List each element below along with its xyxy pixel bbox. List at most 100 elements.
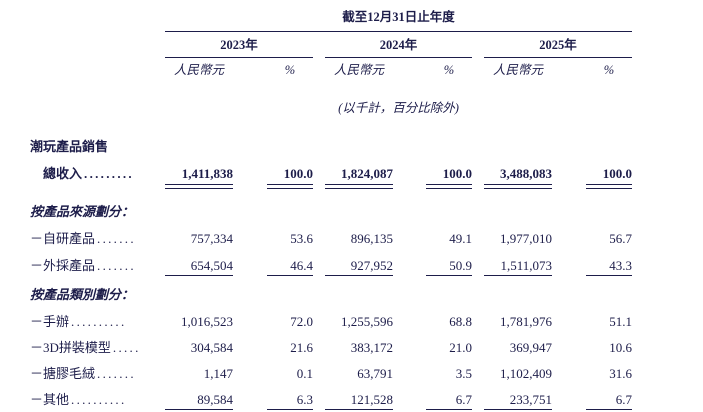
- value-cell: 21.0: [449, 340, 472, 355]
- value-cell: 233,751: [472, 392, 552, 410]
- row-by-source-header: 按產品來源劃分：: [30, 204, 632, 220]
- row-label-text: 總收入: [43, 166, 83, 181]
- row-label: 按產品來源劃分：: [30, 204, 135, 219]
- dot-leader: .....: [112, 340, 141, 355]
- value-cell: 31.6: [609, 366, 632, 381]
- year-label-2024: 2024年: [379, 38, 418, 52]
- row-externally-sourced: －外採產品....... 654,504 46.4 927,952 50.9 1…: [30, 258, 632, 276]
- double-rule: [426, 184, 472, 189]
- unit-note: (以千計，百分比除外): [338, 101, 459, 115]
- value-cell: 6.7: [393, 392, 472, 410]
- single-rule: [325, 409, 393, 410]
- value-cell: 896,135: [350, 231, 393, 246]
- value-cell: 304,584: [190, 340, 233, 355]
- double-rule: [267, 184, 313, 189]
- value-cell: 1,102,409: [500, 366, 552, 381]
- percent-subheader-2023: %: [284, 63, 296, 77]
- value-cell: 1,977,010: [500, 231, 552, 246]
- value-cell: 100.0: [393, 166, 472, 189]
- value-cell: 50.9: [393, 258, 472, 276]
- value-cell: 3,488,083: [472, 166, 552, 189]
- value-cell: 51.1: [609, 314, 632, 329]
- dot-leader: ..........: [71, 314, 127, 329]
- year-label-2025: 2025年: [539, 38, 577, 52]
- row-label-text: －搪膠毛絨: [30, 366, 96, 381]
- value-cell: 1,511,073: [472, 258, 552, 276]
- single-rule: [267, 275, 313, 276]
- single-rule: [426, 409, 472, 410]
- row-label-text: －外採產品: [30, 258, 96, 273]
- value-cell: 43.3: [552, 258, 632, 276]
- header-top-rule: [165, 31, 632, 32]
- single-rule: [165, 409, 233, 410]
- single-rule: [484, 275, 552, 276]
- row-figurines: －手辦.......... 1,016,523 72.0 1,255,596 6…: [30, 314, 632, 330]
- row-label-text: －其他: [30, 392, 70, 407]
- value-cell: 1,016,523: [181, 314, 233, 329]
- row-label: －搪膠毛絨.......: [30, 366, 165, 382]
- value-cell: 46.4: [233, 258, 313, 276]
- value-cell: 21.6: [290, 340, 313, 355]
- value-cell: 1,147: [203, 366, 233, 381]
- double-rule: [325, 184, 393, 189]
- double-rule: [484, 184, 552, 189]
- single-rule: [586, 409, 632, 410]
- value-cell: 56.7: [609, 231, 632, 246]
- value-cell: 927,952: [313, 258, 393, 276]
- value-cell: 654,504: [165, 258, 233, 276]
- double-rule: [165, 184, 233, 189]
- year-rule-2024: [325, 57, 472, 58]
- value-cell: 383,172: [350, 340, 393, 355]
- year-label-2023: 2023年: [220, 38, 258, 52]
- value-cell: 100.0: [552, 166, 632, 189]
- dot-leader: .......: [97, 258, 136, 273]
- row-3d-assembly-models: －3D拼裝模型..... 304,584 21.6 383,172 21.0 3…: [30, 340, 632, 356]
- value-cell: 1,411,838: [165, 166, 233, 189]
- row-self-developed: －自研產品....... 757,334 53.6 896,135 49.1 1…: [30, 231, 632, 247]
- percent-subheader-2024: %: [443, 63, 455, 77]
- single-rule: [165, 275, 233, 276]
- value-cell: 6.7: [552, 392, 632, 410]
- value-cell: 49.1: [449, 231, 472, 246]
- value-cell: 0.1: [296, 366, 313, 381]
- dot-leader: .........: [84, 166, 134, 181]
- value-cell: 1,824,087: [313, 166, 393, 189]
- row-vinyl-plush: －搪膠毛絨....... 1,147 0.1 63,791 3.5 1,102,…: [30, 366, 632, 382]
- period-header: 截至12月31日止年度: [342, 10, 455, 24]
- row-label: －其他..........: [30, 392, 165, 410]
- currency-subheader-2023: 人民幣元: [173, 63, 224, 77]
- value-cell: 1,255,596: [341, 314, 393, 329]
- value-cell: 3.5: [455, 366, 472, 381]
- value-cell: 63,791: [357, 366, 393, 381]
- row-label: 按產品類別劃分：: [30, 287, 135, 302]
- row-label: －外採產品.......: [30, 258, 165, 276]
- value-cell: 757,334: [190, 231, 233, 246]
- row-others: －其他.......... 89,584 6.3 121,528 6.7 233…: [30, 392, 632, 410]
- currency-subheader-2024: 人民幣元: [333, 63, 384, 77]
- currency-subheader-2025: 人民幣元: [492, 63, 543, 77]
- value-cell: 6.3: [233, 392, 313, 410]
- percent-subheader-2025: %: [603, 63, 615, 77]
- value-cell: 10.6: [609, 340, 632, 355]
- row-by-category-header: 按產品類別劃分：: [30, 287, 632, 303]
- dot-leader: .......: [97, 366, 136, 381]
- row-label: 潮玩產品銷售: [30, 139, 109, 154]
- value-cell: 72.0: [290, 314, 313, 329]
- single-rule: [586, 275, 632, 276]
- row-label: －3D拼裝模型.....: [30, 340, 165, 356]
- value-cell: 1,781,976: [500, 314, 552, 329]
- row-total-revenue: 總收入......... 1,411,838 100.0 1,824,087 1…: [30, 166, 632, 189]
- row-label: －自研產品.......: [30, 231, 165, 247]
- dot-leader: ..........: [71, 392, 127, 407]
- value-cell: 100.0: [233, 166, 313, 189]
- value-cell: 89,584: [165, 392, 233, 410]
- year-rule-2025: [484, 57, 632, 58]
- value-cell: 121,528: [313, 392, 393, 410]
- value-cell: 369,947: [509, 340, 552, 355]
- row-label-text: －手辦: [30, 314, 70, 329]
- row-label: 總收入.........: [30, 166, 165, 189]
- single-rule: [426, 275, 472, 276]
- dot-leader: .......: [97, 231, 136, 246]
- row-label: －手辦..........: [30, 314, 165, 330]
